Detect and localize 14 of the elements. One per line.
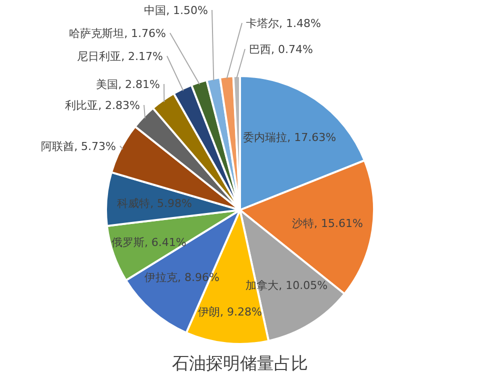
slice-label: 卡塔尔, 1.48% bbox=[246, 17, 321, 30]
slice-label: 阿联酋, 5.73% bbox=[41, 140, 116, 153]
slice-label: 中国, 1.50% bbox=[144, 4, 208, 17]
slice-label: 科威特, 5.98% bbox=[117, 196, 192, 210]
slice-label: 伊朗, 9.28% bbox=[198, 305, 262, 318]
title: 石油探明储量占比 bbox=[172, 354, 308, 374]
slice-label: 巴西, 0.74% bbox=[249, 43, 313, 56]
slice-label: 美国, 2.81% bbox=[96, 78, 160, 91]
slice-label: 哈萨克斯坦, 1.76% bbox=[69, 27, 166, 40]
slice-label: 委内瑞拉, 17.63% bbox=[243, 130, 336, 144]
slice-label: 尼日利亚, 2.17% bbox=[77, 50, 163, 63]
slice-label: 利比亚, 2.83% bbox=[65, 99, 140, 112]
slice-label: 俄罗斯, 6.41% bbox=[111, 236, 186, 249]
slice-label: 沙特, 15.61% bbox=[292, 217, 363, 230]
